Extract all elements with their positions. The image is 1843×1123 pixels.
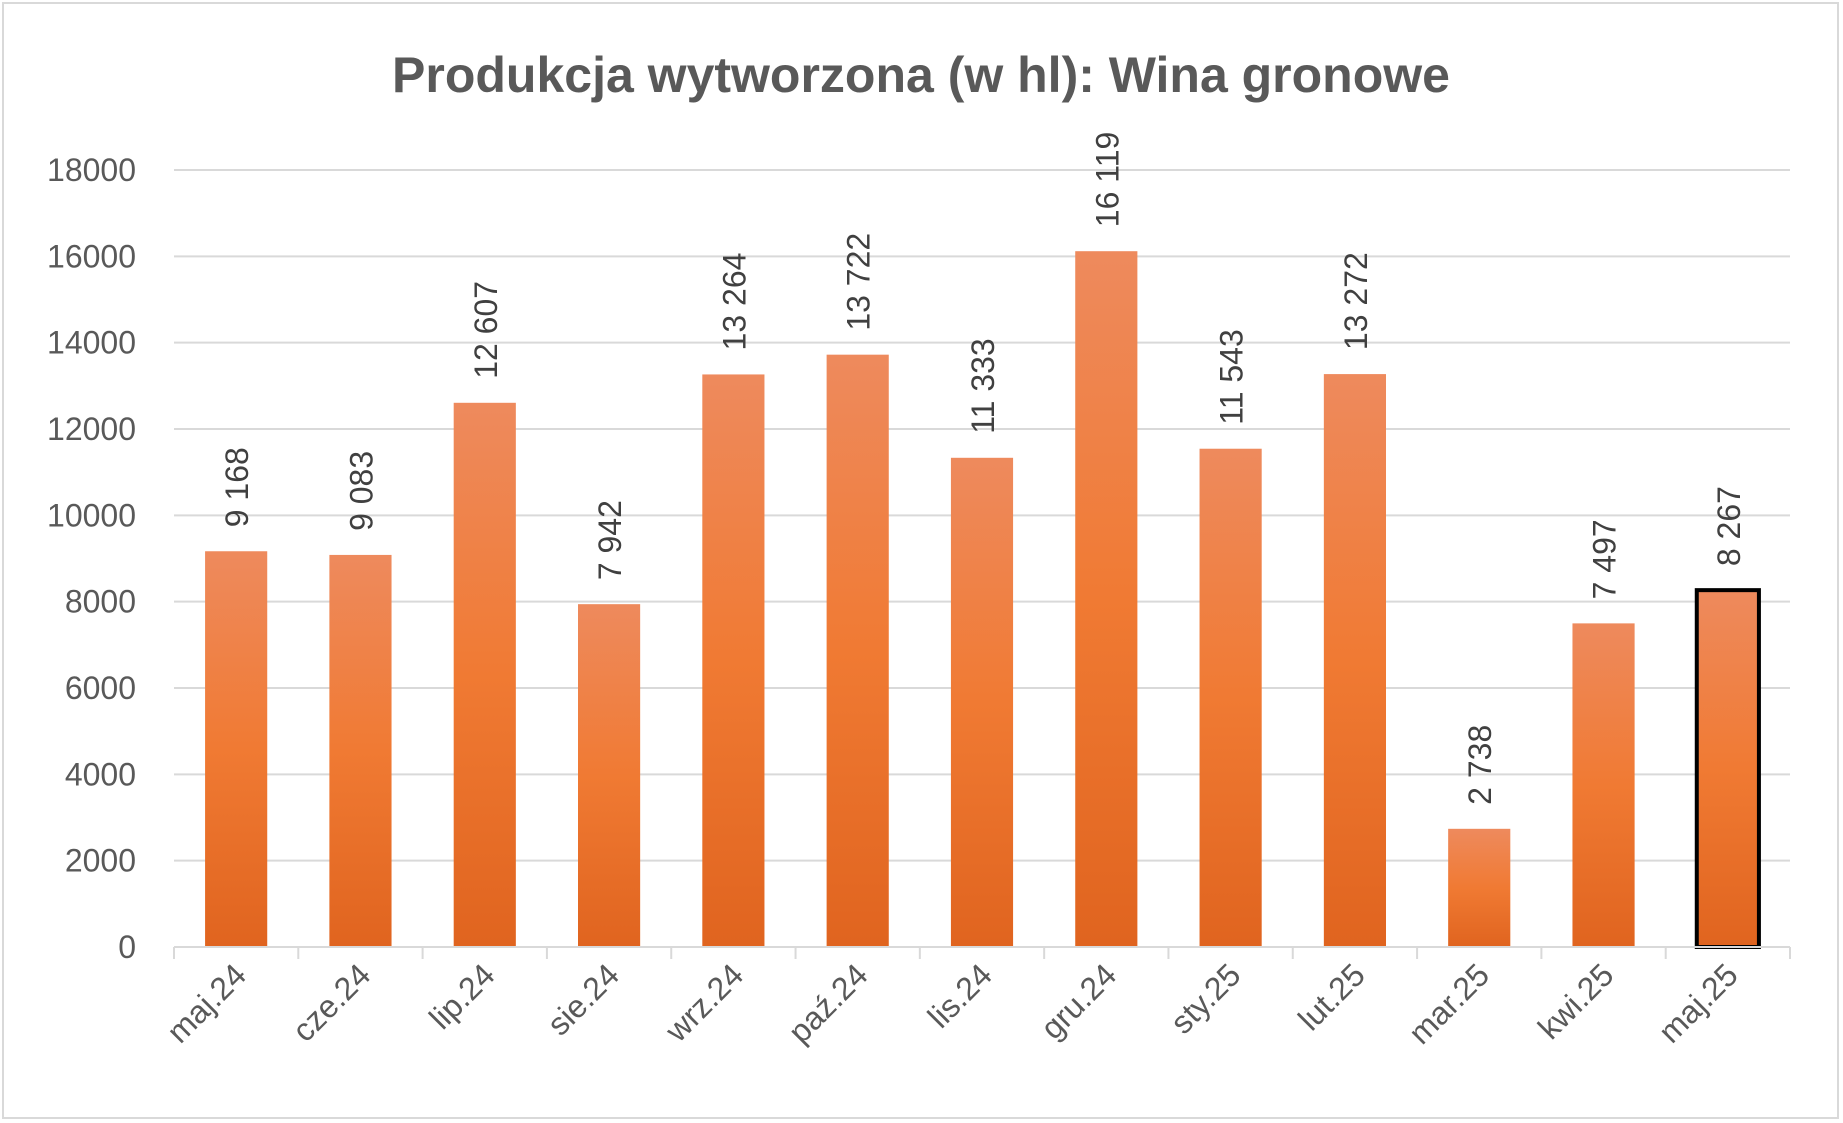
bar-lut.25 xyxy=(1323,374,1386,947)
data-label: 13 722 xyxy=(841,233,877,331)
y-axis: 0 2000 4000 6000 8000 10000 12000 14000 16000 180… xyxy=(47,152,136,965)
y-tick-label: 2000 xyxy=(65,843,136,879)
data-label: 11 543 xyxy=(1214,329,1250,425)
bar-maj.24 xyxy=(205,551,268,947)
x-tick-label: wrz.24 xyxy=(658,956,751,1049)
bar-lis.24 xyxy=(950,457,1014,947)
data-label: 7 497 xyxy=(1587,519,1623,599)
y-tick-label: 4000 xyxy=(65,756,136,792)
bar-cze.24 xyxy=(329,554,392,947)
data-labels: 9 168 9 083 12 607 7 942 13 264 13 722 11 333 1… xyxy=(219,132,1747,805)
bar-sty.25 xyxy=(1199,448,1262,947)
bar-wrz.24 xyxy=(702,374,765,947)
x-tick-label: paź.24 xyxy=(781,956,874,1049)
x-tick-label: lut.25 xyxy=(1291,956,1372,1037)
x-tick-label: sty.25 xyxy=(1163,956,1247,1040)
data-label: 7 942 xyxy=(592,500,628,580)
bar-gru.24 xyxy=(1075,251,1138,947)
y-tick-label: 12000 xyxy=(47,411,136,447)
bar-lip.24 xyxy=(453,402,516,947)
chart-title: Produkcja wytworzona (w hl): Wina gronow… xyxy=(392,47,1450,103)
gridlines xyxy=(174,169,1790,862)
data-label: 16 119 xyxy=(1089,132,1125,228)
bar-kwi.25 xyxy=(1572,623,1635,947)
y-tick-label: 0 xyxy=(118,929,136,965)
bar-sie.24 xyxy=(578,604,641,947)
x-tick-label: mar.25 xyxy=(1402,956,1497,1051)
y-tick-label: 8000 xyxy=(65,584,136,620)
y-tick-label: 14000 xyxy=(47,325,136,361)
y-tick-label: 16000 xyxy=(47,238,136,274)
y-tick-label: 10000 xyxy=(47,497,136,533)
bar-paź.24 xyxy=(826,354,889,947)
data-label: 2 738 xyxy=(1462,725,1498,805)
x-tick-label: cze.24 xyxy=(285,956,377,1048)
data-label: 8 267 xyxy=(1711,486,1747,566)
x-tick-label: maj.25 xyxy=(1651,956,1744,1049)
data-label: 13 272 xyxy=(1338,252,1374,350)
data-label: 9 168 xyxy=(219,447,255,527)
bars xyxy=(205,251,1761,949)
x-axis: maj.24 cze.24 lip.24 sie.24 wrz.24 paź.24 lis.… xyxy=(160,946,1791,1051)
y-tick-label: 6000 xyxy=(65,670,136,706)
x-tick-label: lis.24 xyxy=(921,956,999,1034)
x-tick-label: gru.24 xyxy=(1034,956,1124,1046)
x-tick-label: lip.24 xyxy=(422,956,502,1036)
x-tick-label: kwi.25 xyxy=(1531,956,1621,1046)
bar-maj.25 xyxy=(1694,588,1761,949)
x-tick-label: sie.24 xyxy=(540,956,626,1042)
x-tick-label: maj.24 xyxy=(160,956,253,1049)
data-label: 12 607 xyxy=(468,281,504,379)
y-tick-label: 18000 xyxy=(47,152,136,188)
bar-mar.25 xyxy=(1448,828,1511,947)
data-label: 13 264 xyxy=(716,253,752,351)
data-label: 9 083 xyxy=(343,451,379,531)
data-label: 11 333 xyxy=(965,338,1001,434)
